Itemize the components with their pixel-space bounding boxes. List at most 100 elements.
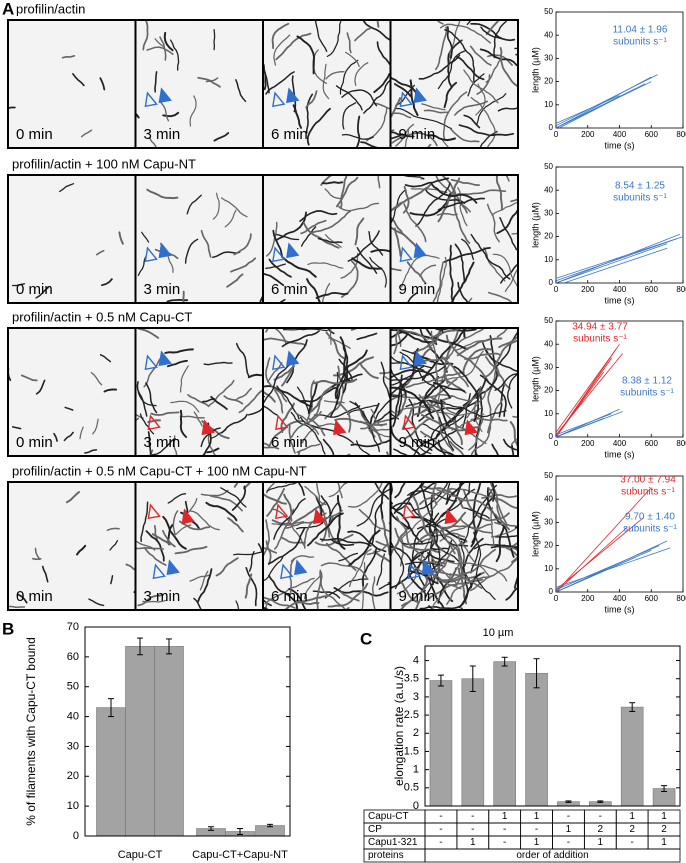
filament	[390, 97, 402, 118]
micrograph	[263, 20, 391, 148]
rate-annotation: 11.04 ± 1.96	[613, 25, 668, 36]
y-tick-label: 1.5	[404, 745, 419, 757]
filament	[423, 109, 450, 114]
rate-annotation: subunits s⁻¹	[573, 334, 627, 345]
filament	[479, 374, 507, 417]
arrowhead	[144, 354, 158, 371]
y-tick-label: 0.5	[404, 782, 419, 794]
filament	[295, 595, 329, 603]
filament	[263, 390, 276, 403]
filament	[338, 552, 359, 562]
filament	[396, 516, 427, 560]
table-footer: order of addition	[516, 850, 588, 861]
arrowhead	[333, 419, 347, 436]
filament	[90, 371, 103, 386]
filament	[405, 372, 465, 389]
filament-length-line	[555, 233, 680, 284]
filament	[356, 488, 391, 527]
rate-annotation: 37.00 ± 7.94	[620, 475, 676, 486]
table-cell-text: -	[567, 837, 570, 848]
filament	[450, 128, 480, 143]
table-cell-text: 2	[598, 824, 604, 835]
filament	[264, 602, 269, 610]
filament	[454, 243, 466, 284]
filament	[150, 411, 180, 416]
filament	[469, 557, 518, 592]
filament	[154, 38, 165, 48]
filament	[448, 244, 455, 303]
y-tick-label: 10	[544, 255, 553, 264]
filament	[169, 39, 180, 71]
y-tick-label: 0	[549, 432, 554, 441]
filament-length-line	[555, 526, 628, 593]
filament	[334, 349, 368, 400]
arrowhead	[272, 246, 286, 263]
table-cell-text: -	[471, 824, 474, 835]
filament	[465, 297, 473, 303]
filament	[409, 482, 426, 497]
filament	[380, 361, 391, 402]
filament	[406, 292, 418, 303]
filament	[235, 600, 240, 610]
filament	[322, 438, 335, 456]
x-tick-label: 0	[554, 439, 559, 448]
filament	[487, 486, 508, 529]
table-cell-text: -	[471, 811, 474, 822]
filament	[8, 605, 26, 609]
filament	[342, 102, 357, 130]
filament	[189, 510, 220, 531]
filament	[485, 356, 511, 390]
filament	[491, 482, 496, 502]
y-tick-label: 30	[544, 363, 553, 372]
y-tick-label: 50	[544, 162, 553, 171]
micrograph	[135, 20, 263, 148]
x-tick-label: 200	[581, 130, 595, 139]
filament	[500, 264, 518, 284]
filament	[435, 26, 448, 71]
table-cell-text: -	[439, 811, 442, 822]
x-axis-label: time (s)	[605, 604, 635, 614]
arrowhead	[421, 559, 435, 576]
filament	[321, 508, 342, 545]
arrowhead	[280, 563, 294, 580]
filament	[461, 238, 475, 261]
filament-length-line	[555, 413, 612, 436]
filament	[172, 510, 179, 535]
frame-time: 0 min	[16, 588, 53, 605]
filament	[399, 580, 420, 604]
filament	[390, 328, 436, 344]
arrowhead	[407, 563, 421, 580]
filament	[430, 182, 478, 204]
bar	[154, 646, 184, 837]
filament	[61, 54, 76, 59]
filament	[412, 495, 444, 552]
filament	[327, 582, 369, 608]
filament	[378, 583, 391, 590]
filament	[173, 524, 192, 537]
filament	[312, 210, 352, 234]
x-tick-label: 400	[613, 285, 627, 294]
filament	[184, 238, 199, 264]
table-cell-text: 1	[661, 811, 667, 822]
filament	[268, 574, 292, 599]
y-tick-label: 10	[544, 409, 553, 418]
x-tick-label: 200	[581, 594, 595, 603]
filament	[179, 365, 189, 393]
filament	[166, 359, 188, 368]
filament	[483, 338, 518, 379]
x-tick-label: 800	[676, 130, 686, 139]
filament	[490, 544, 518, 550]
filament-length-line	[555, 81, 652, 129]
filament	[354, 27, 372, 42]
filament	[490, 524, 518, 538]
filament	[197, 568, 213, 603]
filament	[137, 256, 147, 277]
filament	[443, 247, 491, 263]
filament	[390, 267, 402, 272]
filament	[103, 388, 118, 393]
y-tick-label: 0	[549, 278, 554, 287]
filament	[307, 381, 318, 415]
arrowhead	[272, 91, 286, 108]
table-cell-text: -	[599, 811, 602, 822]
panel-label: C	[360, 629, 372, 648]
